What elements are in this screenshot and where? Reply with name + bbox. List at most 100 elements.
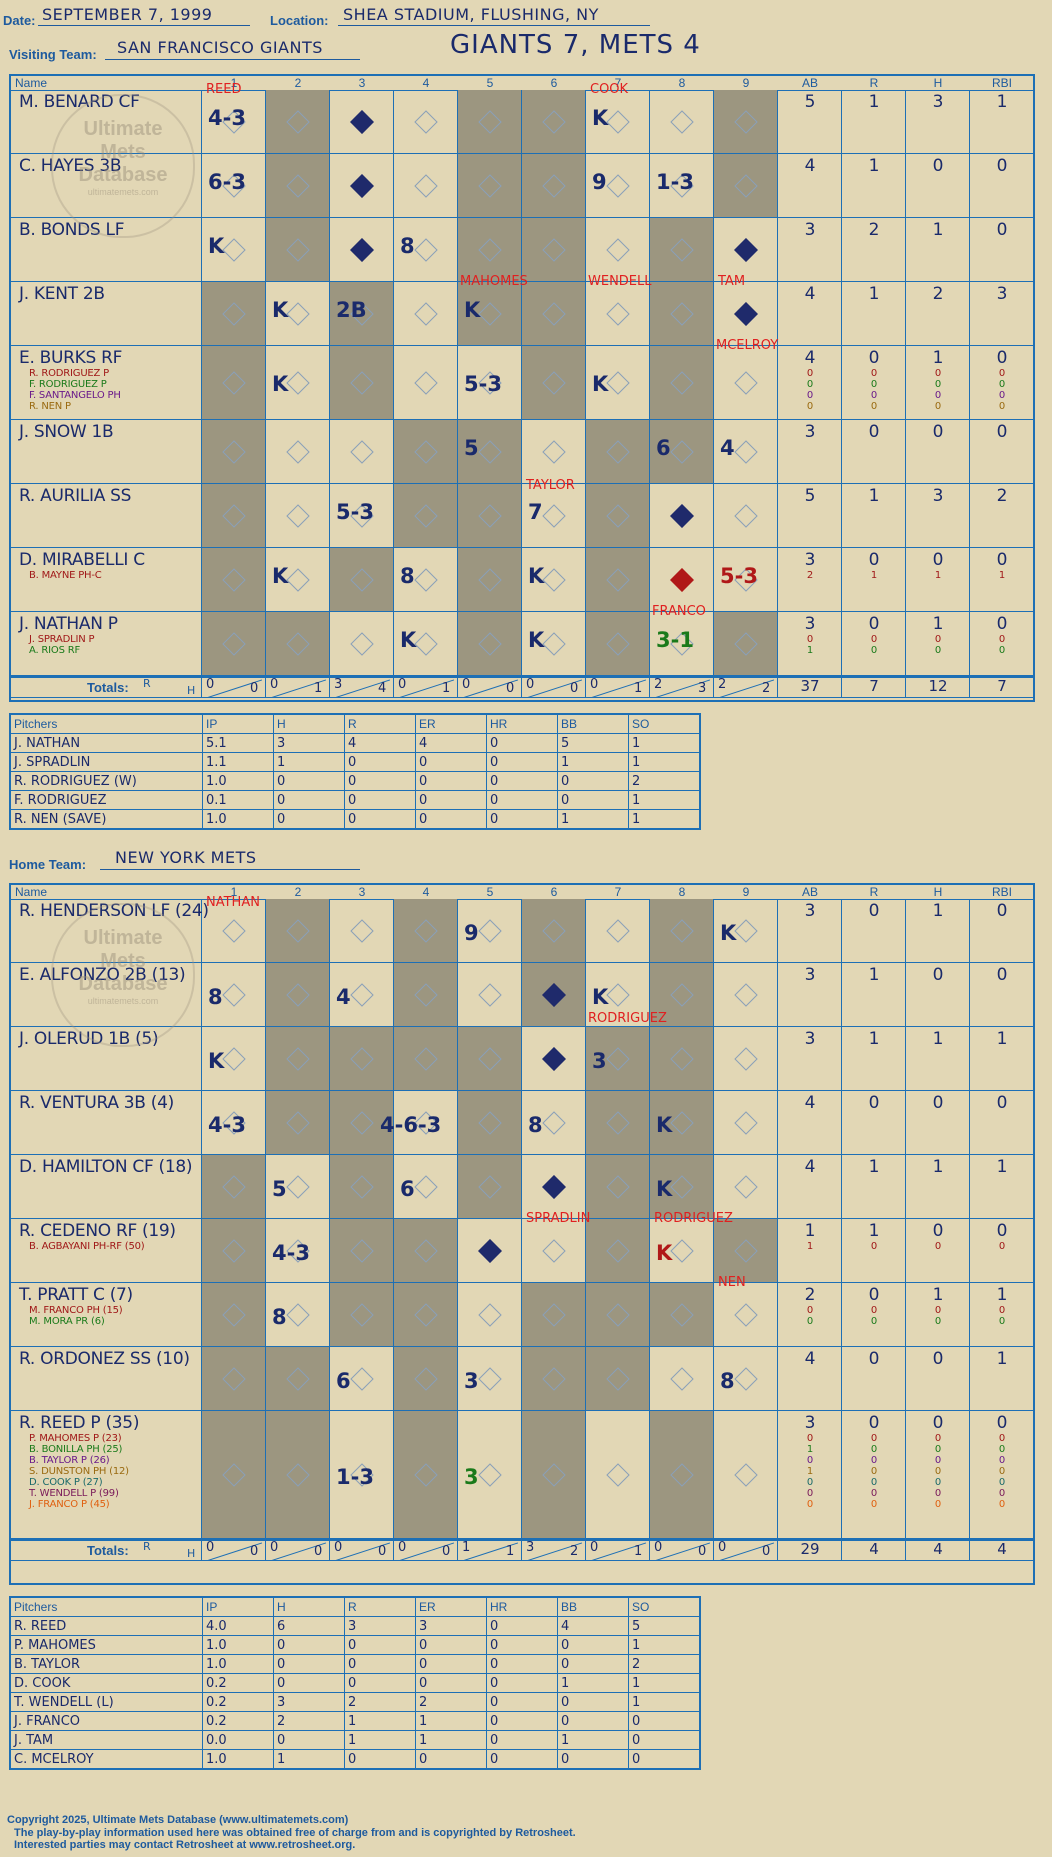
base-diamond [414, 302, 438, 326]
substitute-stat: 1 [806, 645, 814, 656]
pitcher-row: J. NATHAN 5.1 3 4 4 0 5 1 [9, 733, 701, 753]
play-notation: K [400, 628, 417, 652]
inning-cell [714, 1347, 778, 1411]
base-diamond [542, 504, 566, 528]
base-diamond [222, 632, 246, 656]
base-diamond [414, 1463, 438, 1487]
column-header-1: 1 [230, 76, 238, 90]
inning-runs: 0 [526, 677, 535, 692]
base-diamond [478, 568, 502, 592]
stat-value: 0 [932, 550, 944, 570]
inning-cell [458, 484, 522, 548]
stat-value: 3 [804, 614, 816, 634]
base-diamond [350, 302, 374, 326]
stat-cell [970, 1091, 1034, 1155]
inning-cell [650, 1219, 714, 1283]
inning-cell [714, 1027, 778, 1091]
totals-name-cell [11, 1539, 202, 1561]
substitute-stat: 0 [934, 645, 942, 656]
stat-value: 1 [804, 1221, 816, 1241]
substitute-stat: 0 [934, 390, 942, 401]
base-diamond [670, 371, 694, 395]
pitcher-stat: 1 [628, 1692, 701, 1712]
player-name: J. NATHAN P [19, 614, 118, 634]
game-total-value: 4 [933, 1540, 943, 1558]
inning-cell [394, 1155, 458, 1219]
pitcher-stat: 0 [486, 752, 558, 772]
inning-cell [202, 154, 266, 218]
stat-value: 0 [868, 901, 880, 921]
inning-cell [394, 548, 458, 612]
stat-value: 1 [996, 1285, 1008, 1305]
substitute-name: M. MORA PR (6) [29, 1316, 105, 1327]
inning-cell [714, 612, 778, 676]
column-header-rbi: RBI [991, 76, 1012, 90]
game-total-cell [906, 676, 970, 698]
inning-cell [202, 899, 266, 963]
inning-cell [522, 548, 586, 612]
inning-cell [714, 548, 778, 612]
inning-cell [650, 1027, 714, 1091]
substitute-stat: 0 [806, 390, 814, 401]
pitcher-stat: 2 [415, 1692, 487, 1712]
base-diamond [286, 632, 310, 656]
column-header-8: 8 [678, 76, 686, 90]
stat-value: 4 [804, 1157, 816, 1177]
inning-hits: 0 [250, 1544, 259, 1559]
pitcher-stat: 0 [486, 771, 558, 791]
home-scoring-grid: Name 1 2 3 4 5 6 7 8 9 AB R H RBI R. HENDERSON LF (24)… [9, 883, 1035, 1585]
stat-cell [778, 899, 842, 963]
inning-runs: 0 [206, 1540, 215, 1555]
inning-cell [330, 346, 394, 420]
inning-hits: 0 [314, 1544, 323, 1559]
pitcher-stat: 0 [415, 771, 487, 791]
column-header-h: H [933, 885, 943, 899]
inning-cell [522, 1091, 586, 1155]
base-diamond [286, 568, 310, 592]
pitcher-stat: 0.2 [202, 1711, 274, 1731]
base-diamond [734, 632, 758, 656]
player-name-cell [11, 1155, 202, 1219]
play-notation: 3-1 [656, 628, 694, 652]
stat-value: 1 [868, 486, 880, 506]
stat-cell [906, 963, 970, 1027]
game-result-banner: GIANTS 7, METS 4 [450, 30, 701, 60]
pitcher-stat: 1 [273, 752, 345, 772]
inning-cell [522, 612, 586, 676]
inning-cell [650, 899, 714, 963]
substitute-stat: 1 [806, 1466, 814, 1477]
base-diamond [350, 1463, 374, 1487]
pitcher-stat: 0 [415, 752, 487, 772]
base-diamond [414, 174, 438, 198]
base-diamond [670, 1303, 694, 1327]
ultimate-mets-watermark: Ultimate Mets Database ultimatemets.com [51, 94, 195, 238]
base-diamond [670, 919, 694, 943]
pitcher-stat: 1 [557, 809, 629, 830]
play-notation: 8 [720, 1369, 735, 1393]
base-diamond [350, 1047, 374, 1071]
base-diamond [542, 1239, 566, 1263]
base-diamond [350, 1111, 374, 1135]
stat-cell [778, 612, 842, 676]
pitcher-stat: 1 [557, 1673, 629, 1693]
pitcher-stat: 1.0 [202, 809, 274, 830]
inning-cell [586, 484, 650, 548]
inning-total-cell [650, 1539, 714, 1561]
stat-cell [842, 420, 906, 484]
pitcher-name: J. NATHAN [9, 733, 203, 753]
inning-cell [650, 1411, 714, 1539]
stat-cell [842, 1283, 906, 1347]
pitcher-stat: 0 [344, 1673, 416, 1693]
substitute-stat: 0 [806, 634, 814, 645]
play-notation: 8 [528, 1113, 543, 1137]
substitute-stat: 0 [998, 1466, 1006, 1477]
stat-value: 4 [804, 348, 816, 368]
inning-cell [394, 612, 458, 676]
stat-cell [906, 282, 970, 346]
inning-hits: 1 [314, 681, 323, 696]
column-header-1: 1 [230, 885, 238, 899]
substitute-stat: 0 [934, 1316, 942, 1327]
stat-value: 0 [868, 348, 880, 368]
inning-total-cell [458, 676, 522, 698]
inning-cell [330, 1155, 394, 1219]
